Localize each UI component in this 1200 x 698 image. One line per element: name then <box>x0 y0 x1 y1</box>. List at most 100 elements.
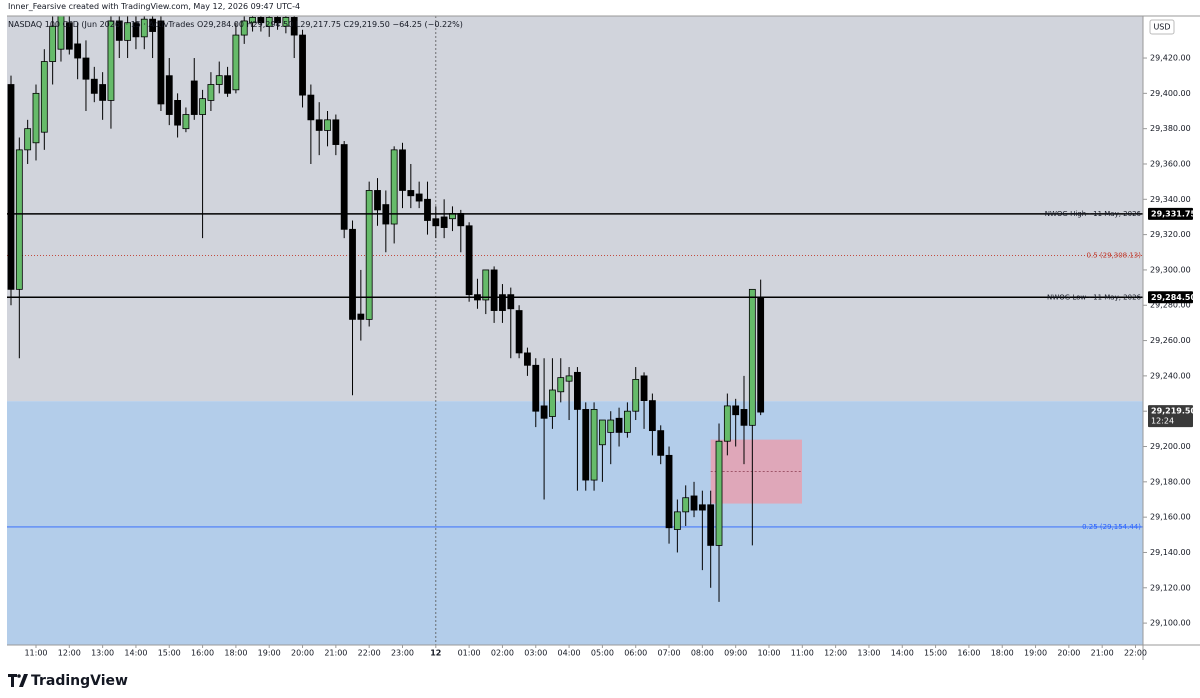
candle-body <box>607 419 615 433</box>
candle-body <box>565 375 573 382</box>
plot-area <box>7 16 1143 645</box>
x-tick-label: 12 <box>430 649 441 658</box>
currency: USD <box>1153 23 1170 32</box>
candle-body <box>715 440 723 546</box>
x-tick-label: 11:00 <box>24 649 47 658</box>
candle-body <box>15 149 23 290</box>
candle-body <box>340 144 348 230</box>
x-tick-label: 10:00 <box>757 649 780 658</box>
candle-body <box>332 119 340 145</box>
candle-body <box>540 405 548 419</box>
x-tick-label: 06:00 <box>624 649 647 658</box>
x-tick-label: 21:00 <box>324 649 347 658</box>
fib-label: 0.5 (29,308.13) <box>1087 252 1142 260</box>
candle-body <box>599 419 606 446</box>
candle-body <box>149 18 157 32</box>
candle-body <box>7 84 15 290</box>
y-tick-label: 29,400.00 <box>1150 89 1191 98</box>
x-tick-label: 16:00 <box>957 649 980 658</box>
candle-body <box>490 269 498 311</box>
x-tick-label: 08:00 <box>691 649 714 658</box>
x-tick-label: 23:00 <box>391 649 414 658</box>
candle-body <box>732 405 740 416</box>
x-tick-label: 22:00 <box>1124 649 1147 658</box>
candle-body <box>199 98 206 115</box>
candle-body <box>390 149 398 225</box>
x-tick-label: 11:00 <box>791 649 814 658</box>
x-tick-label: 22:00 <box>358 649 381 658</box>
candle-body <box>690 495 698 511</box>
candle-body <box>432 218 440 227</box>
candle-body <box>440 216 448 228</box>
candle-body <box>549 389 556 417</box>
x-tick-label: 19:00 <box>1024 649 1047 658</box>
candle-body <box>374 190 381 211</box>
y-tick-label: 29,360.00 <box>1150 159 1191 168</box>
candle-body <box>349 228 356 320</box>
x-tick-label: 01:00 <box>458 649 481 658</box>
x-tick-label: 21:00 <box>1091 649 1114 658</box>
brand: TradingView <box>31 673 128 689</box>
x-tick-label: 14:00 <box>124 649 147 658</box>
x-tick-label: 13:00 <box>91 649 114 658</box>
candle-body <box>657 430 665 456</box>
candle-body <box>640 375 648 402</box>
candle-body <box>590 409 598 481</box>
y-tick-label: 29,300.00 <box>1150 265 1191 274</box>
candle-body <box>532 364 540 412</box>
zone <box>7 401 1143 645</box>
x-tick-label: 16:00 <box>191 649 214 658</box>
ohlc-low: L29,217.75 <box>295 20 341 29</box>
candle-body <box>315 119 323 131</box>
candle-body <box>174 100 181 126</box>
candle-body <box>757 297 765 413</box>
candle-body <box>232 34 240 91</box>
candle-body <box>282 17 290 27</box>
ohlc-open: O29,284.00 <box>196 20 244 29</box>
level-price: 29,331.75 <box>1151 209 1196 218</box>
candle-body <box>65 22 73 50</box>
currency-box <box>1149 19 1175 35</box>
candle-body <box>424 198 431 221</box>
candle-body <box>107 20 115 101</box>
y-tick-label: 29,340.00 <box>1150 195 1191 204</box>
candle-body <box>582 409 590 481</box>
candle-body <box>307 94 315 121</box>
candle-body <box>499 294 506 311</box>
y-tick-label: 29,380.00 <box>1150 124 1191 133</box>
candle-body <box>274 17 281 24</box>
ohlc-close: C29,219.50 <box>343 20 390 29</box>
candle-body <box>224 75 231 94</box>
candle-body <box>574 371 581 410</box>
candle-body <box>32 92 40 144</box>
candle-body <box>324 119 331 131</box>
candle-body <box>698 504 706 511</box>
candle-body <box>557 377 565 393</box>
x-tick-label: 15:00 <box>924 649 947 658</box>
candle-body <box>365 190 373 320</box>
candle-body <box>665 454 673 529</box>
candle-body <box>357 313 365 320</box>
candle-body <box>49 25 57 62</box>
candle-body <box>132 22 140 38</box>
candle-body <box>748 288 756 426</box>
candle-body <box>57 16 65 50</box>
brand-logo: TradingView <box>8 673 128 689</box>
x-tick-label: 15:00 <box>158 649 181 658</box>
candle-body <box>40 61 48 133</box>
candle-body <box>74 43 82 59</box>
x-tick-label: 18:00 <box>991 649 1014 658</box>
candle-body <box>407 190 415 197</box>
candle-body <box>723 405 731 442</box>
symbol-bar: NASDAQ 100 CFD (Jun 2026) · 15 · ActivTr… <box>8 20 463 29</box>
ohlc-change: −64.25 (−0.22%) <box>392 20 463 29</box>
logo-dot <box>17 674 21 678</box>
level-price-box <box>1148 207 1193 220</box>
candle-body <box>115 20 123 41</box>
candle-body <box>240 20 248 36</box>
x-tick-label: 12:00 <box>824 649 847 658</box>
candle-body <box>673 511 681 530</box>
candle-body <box>157 20 165 105</box>
